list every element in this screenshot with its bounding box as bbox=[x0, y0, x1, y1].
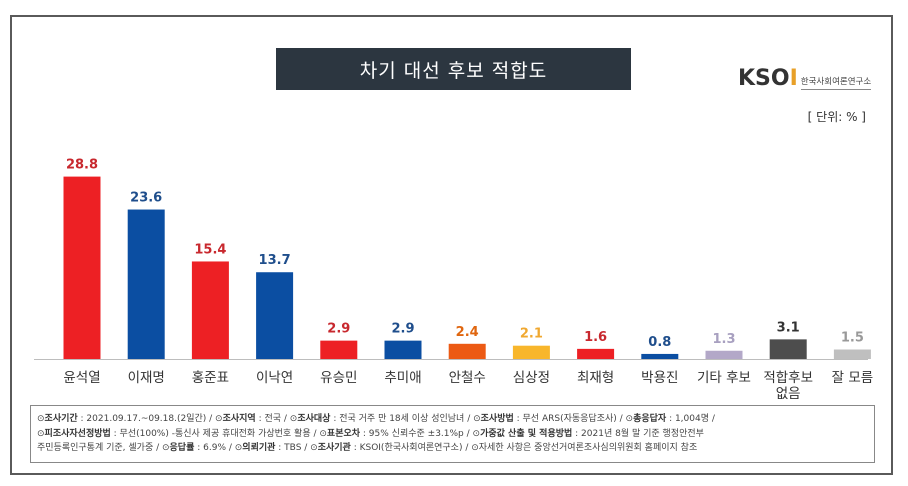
bullet-icon: ⊙ bbox=[625, 414, 634, 424]
bar bbox=[127, 209, 165, 359]
category-label: 없음 bbox=[776, 386, 801, 400]
note-key: 응답률 bbox=[169, 443, 195, 454]
bullet-icon: ⊙ bbox=[473, 414, 481, 424]
bullet-icon: ⊙ bbox=[310, 443, 318, 454]
bullet-icon: ⊙ bbox=[215, 414, 223, 424]
note-value: : 6.9% / bbox=[194, 443, 235, 454]
category-label: 유승민 bbox=[320, 370, 357, 386]
category-label: 박용진 bbox=[641, 370, 678, 386]
note-value: : 무선 ARS(자동응답조사) / bbox=[513, 414, 626, 424]
bar bbox=[191, 261, 229, 359]
bar bbox=[512, 345, 550, 359]
bar bbox=[769, 339, 807, 359]
logo-letter-accent: I bbox=[789, 66, 798, 91]
bullet-icon: ⊙ bbox=[289, 414, 298, 424]
category-label: 윤석열 bbox=[63, 370, 100, 386]
category-label: 심상정 bbox=[513, 370, 550, 386]
bar-value-label: 23.6 bbox=[130, 191, 162, 206]
bar-value-label: 28.8 bbox=[66, 158, 98, 173]
note-value: 자세한 사항은 중앙선거여론조사심의위원회 홈페이지 참조 bbox=[478, 443, 698, 454]
note-value: : TBS / bbox=[275, 443, 311, 454]
category-label: 적합후보 bbox=[763, 370, 813, 386]
note-value: 주민등록인구통계 기준, 셀가중 / bbox=[37, 443, 162, 454]
bar bbox=[256, 272, 294, 359]
category-label: 추미애 bbox=[384, 370, 421, 386]
note-value: : KSOI(한국사회여론연구소) / bbox=[350, 443, 472, 454]
note-value: : 전국 / bbox=[255, 414, 290, 424]
note-key: 조사대상 bbox=[297, 414, 331, 424]
category-label: 이재명 bbox=[128, 370, 165, 386]
bar-value-label: 1.5 bbox=[841, 331, 864, 346]
logo-letters: KSO bbox=[738, 66, 790, 91]
bar-value-label: 2.1 bbox=[520, 327, 543, 342]
note-value: : 2021.09.17.~09.18.(2일간) / bbox=[77, 414, 216, 424]
bar bbox=[705, 350, 743, 359]
note-key: 피조사자선정방법 bbox=[44, 428, 111, 439]
bar-value-label: 2.4 bbox=[456, 325, 479, 340]
note-value: : 무선(100%) -통신사 제공 휴대전화 가상번호 활용 / bbox=[110, 428, 320, 439]
bar bbox=[320, 340, 358, 359]
note-value: : 2021년 8월 말 기준 행정안전부 bbox=[572, 428, 704, 439]
note-key: 조사지역 bbox=[222, 414, 256, 424]
note-key: 조사기간 bbox=[44, 414, 78, 424]
note-key: 조사방법 bbox=[480, 414, 514, 424]
category-label: 최재형 bbox=[577, 370, 614, 386]
notes-line-2: ⊙피조사자선정방법 : 무선(100%) -통신사 제공 휴대전화 가상번호 활… bbox=[37, 427, 868, 442]
note-value: : 1,004명 / bbox=[666, 414, 715, 424]
chart-title: 차기 대선 후보 적합도 bbox=[276, 48, 631, 90]
bar-chart: 28.8 윤석열 23.6 이재명 15.4 홍준표 13.7 이낙연 2.9 유승민 2.9 추미애… bbox=[34, 158, 874, 400]
category-label: 홍준표 bbox=[192, 370, 229, 386]
bar-value-label: 13.7 bbox=[259, 253, 291, 268]
bar-value-label: 0.8 bbox=[648, 335, 671, 350]
bar bbox=[63, 176, 101, 359]
category-label: 안철수 bbox=[449, 370, 486, 386]
logo-mark: KSOI bbox=[738, 68, 798, 90]
category-label: 기타 후보 bbox=[697, 370, 751, 386]
bullet-icon: ⊙ bbox=[37, 428, 45, 439]
category-label: 이낙연 bbox=[256, 370, 293, 386]
notes-line-1: ⊙조사기간 : 2021.09.17.~09.18.(2일간) / ⊙조사지역 … bbox=[37, 412, 868, 427]
bullet-icon: ⊙ bbox=[234, 443, 243, 454]
bullet-icon: ⊙ bbox=[161, 443, 170, 454]
bar-value-label: 15.4 bbox=[194, 242, 226, 257]
bullet-icon: ⊙ bbox=[319, 428, 327, 439]
bar bbox=[448, 343, 486, 359]
note-key: 총응답자 bbox=[633, 414, 667, 424]
bar bbox=[384, 340, 422, 359]
bar-value-label: 1.6 bbox=[584, 330, 607, 345]
bar-value-label: 3.1 bbox=[777, 320, 800, 335]
note-key: 표본오차 bbox=[326, 428, 361, 439]
ksoi-logo: KSOI 한국사회여론연구소 bbox=[738, 64, 872, 90]
logo-text: 한국사회여론연구소 bbox=[800, 77, 872, 90]
note-key: 조사기관 bbox=[317, 443, 351, 454]
bar-value-label: 2.9 bbox=[327, 322, 350, 337]
survey-notes: ⊙조사기간 : 2021.09.17.~09.18.(2일간) / ⊙조사지역 … bbox=[30, 405, 875, 463]
bullet-icon: ⊙ bbox=[471, 443, 479, 454]
bar bbox=[641, 353, 679, 359]
notes-line-3: 주민등록인구통계 기준, 셀가중 / ⊙응답률 : 6.9% / ⊙의뢰기관 :… bbox=[37, 441, 868, 456]
note-value: : 95% 신뢰수준 ±3.1%p / bbox=[360, 428, 473, 439]
bar bbox=[577, 348, 615, 359]
bar bbox=[833, 349, 871, 359]
note-key: 의뢰기관 bbox=[242, 443, 276, 454]
bullet-icon: ⊙ bbox=[37, 414, 45, 424]
bar-value-label: 1.3 bbox=[712, 332, 735, 347]
category-label: 잘 모름 bbox=[832, 370, 874, 386]
bar-value-label: 2.9 bbox=[391, 322, 414, 337]
unit-label: [ 단위: % ] bbox=[807, 110, 866, 124]
note-value: : 전국 거주 만 18세 이상 성인남녀 / bbox=[330, 414, 474, 424]
bullet-icon: ⊙ bbox=[472, 428, 481, 439]
note-key: 가중값 산출 및 적용방법 bbox=[480, 428, 573, 439]
